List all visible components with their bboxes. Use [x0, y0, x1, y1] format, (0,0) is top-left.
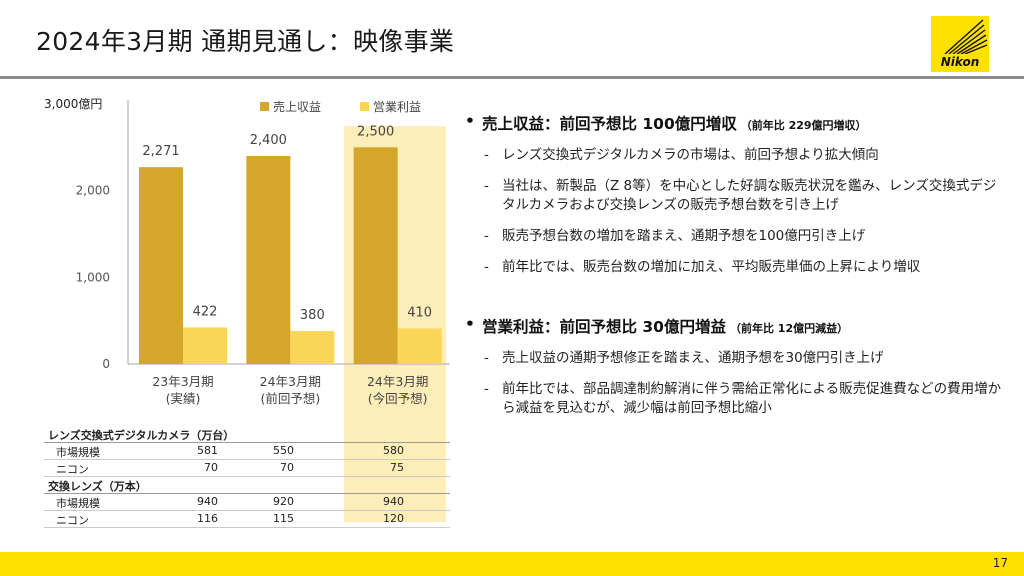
y-tick-label: 1,000 — [76, 270, 110, 284]
bullet-item-text: 売上収益の通期予想修正を踏まえ、通期予想を30億円引き上げ — [502, 350, 884, 366]
table-cell: 116 — [197, 512, 218, 525]
revenue-bar — [353, 147, 398, 364]
page-number: 17 — [992, 556, 1008, 570]
title-divider — [0, 76, 1024, 79]
heading-note: （前年比 229億円増収） — [740, 119, 867, 132]
forecast-bar-chart: 0 1,000 2,000 3,000億円 2,271 422 23年3月期 (実績) 2,40… — [44, 97, 450, 406]
table-cell: 115 — [273, 512, 294, 525]
dash-marker: - — [484, 381, 489, 397]
table-cell: 550 — [273, 444, 294, 457]
table-group-header: レンズ交換式デジタルカメラ（万台） — [44, 426, 450, 443]
category-label: (前回予想) — [260, 391, 320, 406]
category-label: 24年3月期 — [260, 374, 321, 389]
table-cell: 940 — [383, 495, 404, 508]
bar-value-label: 2,400 — [250, 133, 287, 148]
dash-marker: - — [484, 259, 489, 275]
table-cell: 920 — [273, 495, 294, 508]
table-row-label: ニコン — [56, 463, 89, 476]
logo-text: Nikon — [941, 55, 980, 69]
legend-swatch-profit — [360, 102, 369, 111]
bullet-item-text: 販売予想台数の増加を踏まえ、通期予想を100億円引き上げ — [502, 228, 866, 244]
bullet-item: - 前年比では、部品調達制約解消に伴う需給正常化による販売促進費などの費用増から減… — [462, 380, 1002, 418]
y-tick-label: 0 — [102, 357, 110, 371]
table-cell: 580 — [383, 444, 404, 457]
legend-label: 営業利益 — [373, 100, 421, 114]
table-row-label: 市場規模 — [56, 497, 100, 510]
table-cell: 75 — [390, 461, 404, 474]
section-heading: • 売上収益：前回予想比 100億円増収 （前年比 229億円増収） — [462, 112, 1002, 134]
bullet-item: - 販売予想台数の増加を踏まえ、通期予想を100億円引き上げ — [462, 227, 1002, 246]
table-row: 市場規模 940 920 940 — [44, 494, 450, 511]
table-group-title: 交換レンズ（万本） — [48, 480, 147, 493]
table-group-title: レンズ交換式デジタルカメラ（万台） — [48, 429, 235, 442]
category-label: 23年3月期 — [152, 374, 213, 389]
revenue-bar — [139, 167, 183, 364]
bullet-item: - レンズ交換式デジタルカメラの市場は、前回予想より拡大傾向 — [462, 146, 1002, 165]
page-title: 2024年3月期 通期見通し：映像事業 — [36, 27, 455, 56]
table-row: ニコン 116 115 120 — [44, 511, 450, 528]
bar-value-label: 380 — [300, 308, 325, 323]
y-tick-label: 2,000 — [76, 184, 110, 198]
bullet-item-text: 前年比では、部品調達制約解消に伴う需給正常化による販売促進費などの費用増から減益… — [502, 381, 1002, 416]
table-row-label: 市場規模 — [56, 446, 100, 459]
dash-marker: - — [484, 350, 489, 366]
footer-bar: 17 — [0, 552, 1024, 576]
section-heading: • 営業利益：前回予想比 30億円増益 （前年比 12億円減益） — [462, 315, 1002, 337]
table-row-label: ニコン — [56, 514, 89, 527]
profit-bar — [397, 328, 442, 364]
dash-marker: - — [484, 178, 489, 194]
legend-swatch-revenue — [260, 102, 269, 111]
bullet-item: - 前年比では、販売台数の増加に加え、平均販売単価の上昇により増収 — [462, 258, 1002, 277]
legend-label: 売上収益 — [273, 99, 321, 114]
y-tick-label: 3,000億円 — [44, 97, 102, 111]
table-cell: 581 — [197, 444, 218, 457]
table-row: 市場規模 581 550 580 — [44, 443, 450, 460]
heading-text: 営業利益：前回予想比 30億円増益 — [482, 318, 726, 336]
revenue-bar — [246, 156, 291, 364]
category-label: 24年3月期 — [367, 374, 428, 389]
heading-note: （前年比 12億円減益） — [729, 322, 849, 335]
bullet-item-text: 前年比では、販売台数の増加に加え、平均販売単価の上昇により増収 — [502, 259, 921, 275]
bullet-item-text: レンズ交換式デジタルカメラの市場は、前回予想より拡大傾向 — [502, 147, 879, 163]
table-cell: 70 — [204, 461, 218, 474]
profit-bar — [183, 327, 227, 364]
bullet-item: - 当社は、新製品（Z 8等）を中心とした好調な販売状況を鑑み、レンズ交換式デジタ… — [462, 177, 1002, 215]
table-row: ニコン 70 70 75 — [44, 460, 450, 477]
unit-sales-table: レンズ交換式デジタルカメラ（万台） 市場規模 581 550 580 ニコン 70 70 75 交… — [44, 426, 450, 528]
table-cell: 120 — [383, 512, 404, 525]
category-label: (実績) — [166, 391, 201, 406]
bullet-item: - 売上収益の通期予想修正を踏まえ、通期予想を30億円引き上げ — [462, 349, 1002, 368]
bullet-dot: • — [465, 112, 475, 130]
category-label: (今回予想) — [368, 391, 428, 406]
bullet-dot: • — [465, 315, 475, 333]
table-group-header: 交換レンズ（万本） — [44, 477, 450, 494]
bullet-item-text: 当社は、新製品（Z 8等）を中心とした好調な販売状況を鑑み、レンズ交換式デジタル… — [502, 178, 997, 213]
table-cell: 70 — [280, 461, 294, 474]
bar-value-label: 410 — [407, 305, 432, 320]
bar-value-label: 2,500 — [357, 124, 394, 139]
commentary-panel: • 売上収益：前回予想比 100億円増収 （前年比 229億円増収） - レンズ交換式デ… — [462, 112, 1002, 430]
table-cell: 940 — [197, 495, 218, 508]
dash-marker: - — [484, 147, 489, 163]
bar-value-label: 422 — [193, 304, 218, 319]
profit-bar — [290, 331, 335, 364]
nikon-logo: Nikon — [931, 16, 989, 72]
bar-value-label: 2,271 — [142, 144, 179, 159]
dash-marker: - — [484, 228, 489, 244]
heading-text: 売上収益：前回予想比 100億円増収 — [482, 115, 737, 133]
